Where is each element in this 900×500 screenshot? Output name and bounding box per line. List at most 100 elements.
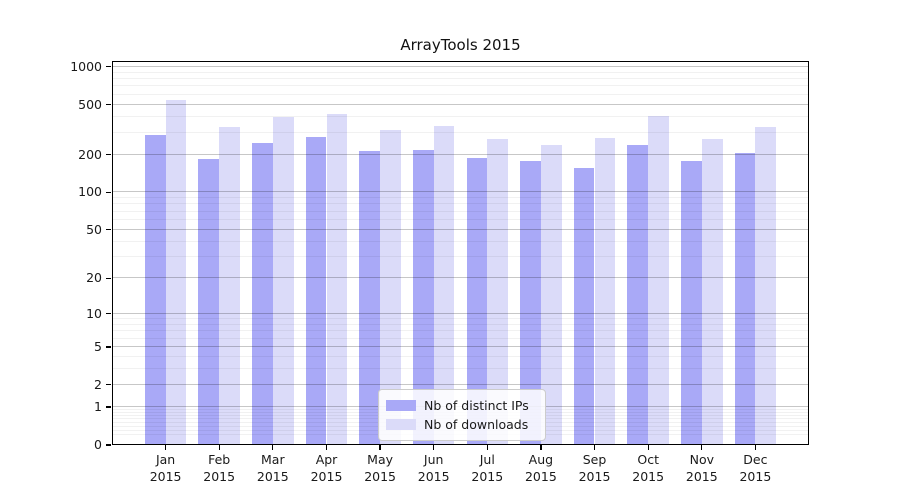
legend-swatch-distinct-ips — [386, 400, 416, 411]
bar-distinct-ips — [144, 135, 166, 445]
x-tick-mark — [272, 445, 274, 450]
bar-downloads — [594, 137, 616, 445]
x-tick-year: 2015 — [364, 469, 396, 484]
y-axis-tick-label: 200 — [78, 146, 102, 162]
bar-distinct-ips — [573, 167, 595, 445]
bar-distinct-ips — [198, 159, 220, 445]
bar-downloads — [272, 116, 294, 445]
y-axis-tick-label: 0 — [94, 437, 102, 452]
gridline-minor — [112, 131, 809, 133]
x-tick-month: Dec — [743, 452, 768, 467]
bar-downloads — [648, 116, 669, 445]
y-tick-mark — [106, 444, 111, 446]
bar-distinct-ips — [252, 142, 273, 445]
bar-downloads — [540, 145, 562, 445]
y-tick-mark — [106, 229, 111, 231]
x-tick-mark — [164, 445, 167, 450]
x-tick-month: Aug — [528, 452, 554, 467]
legend-label: Nb of distinct IPs — [424, 398, 529, 413]
x-tick-mark — [701, 445, 703, 450]
bar-downloads — [487, 139, 509, 445]
x-tick-month: Sep — [582, 452, 607, 467]
x-tick-year: 2015 — [524, 469, 557, 484]
y-tick-mark — [106, 153, 111, 156]
x-axis-tick-label: Jul 2015 — [457, 451, 517, 485]
x-tick-year: 2015 — [417, 469, 450, 484]
y-tick-mark — [106, 406, 111, 408]
bar-distinct-ips — [359, 150, 381, 445]
x-axis-tick-label: Mar 2015 — [243, 451, 303, 485]
x-axis-tick-label: Oct 2015 — [618, 451, 678, 485]
bar-downloads — [219, 127, 240, 445]
y-tick-mark — [106, 191, 111, 193]
x-tick-month: Nov — [689, 452, 714, 467]
legend-item: Nb of distinct IPs — [386, 396, 537, 415]
x-tick-month: Jan — [155, 452, 176, 467]
y-axis-tick-label: 2 — [94, 376, 102, 392]
x-axis-tick-label: Aug 2015 — [511, 451, 571, 485]
x-tick-year: 2015 — [685, 469, 718, 484]
x-tick-mark — [486, 445, 488, 450]
gridline-minor — [112, 71, 809, 73]
y-axis-tick-label: 1000 — [70, 58, 102, 74]
bar-distinct-ips — [520, 161, 541, 445]
x-tick-year: 2015 — [632, 469, 665, 484]
x-tick-year: 2015 — [310, 469, 343, 484]
bar-downloads — [165, 100, 187, 445]
gridline-minor — [112, 77, 809, 79]
x-tick-month: Jun — [423, 452, 444, 467]
chart-title: ArrayTools 2015 — [400, 36, 521, 54]
x-tick-mark — [754, 445, 757, 450]
y-tick-mark — [106, 384, 111, 386]
legend-item: Nb of downloads — [386, 415, 537, 434]
x-tick-year: 2015 — [203, 469, 236, 484]
x-tick-month: Feb — [208, 452, 231, 467]
legend: Nb of distinct IPs Nb of downloads — [378, 389, 546, 441]
x-tick-mark — [593, 445, 596, 450]
x-tick-year: 2015 — [739, 469, 772, 484]
x-tick-mark — [433, 445, 435, 450]
bar-downloads — [701, 138, 723, 445]
gridline-minor — [112, 93, 809, 95]
x-axis-tick-label: May 2015 — [350, 451, 410, 485]
y-tick-mark — [106, 66, 111, 68]
bar-distinct-ips — [305, 137, 327, 445]
bar-downloads — [433, 126, 455, 445]
y-axis-tick-label: 20 — [86, 270, 102, 286]
y-axis-tick-label: 1 — [94, 399, 102, 414]
bar-downloads — [380, 130, 401, 445]
legend-label: Nb of downloads — [424, 417, 529, 432]
gridline-major — [112, 65, 809, 67]
y-tick-mark — [106, 346, 111, 348]
gridline-minor — [112, 85, 809, 87]
x-tick-month: May — [367, 452, 394, 467]
x-tick-year: 2015 — [578, 469, 611, 484]
y-axis-tick-label: 10 — [86, 305, 102, 321]
x-tick-mark — [325, 445, 328, 450]
gridline-major — [112, 103, 809, 105]
legend-swatch-downloads — [386, 419, 416, 430]
bar-distinct-ips — [412, 149, 434, 445]
x-tick-mark — [540, 445, 542, 450]
x-axis-tick-label: Jun 2015 — [404, 451, 464, 485]
bar-distinct-ips — [681, 161, 702, 445]
y-axis-tick-label: 100 — [78, 184, 102, 200]
y-axis-tick-label: 50 — [86, 221, 102, 237]
bar-distinct-ips — [734, 153, 756, 445]
x-tick-year: 2015 — [471, 469, 504, 484]
y-tick-mark — [106, 103, 111, 106]
x-tick-year: 2015 — [149, 469, 182, 484]
x-axis-tick-label: Sep 2015 — [565, 451, 625, 485]
x-tick-month: Mar — [261, 452, 285, 467]
x-axis-tick-label: Jan 2015 — [136, 451, 196, 485]
bar-downloads — [326, 114, 348, 445]
x-tick-year: 2015 — [256, 469, 289, 484]
y-axis-tick-label: 5 — [94, 338, 102, 354]
x-tick-mark — [379, 445, 381, 450]
x-axis-tick-label: Apr 2015 — [297, 451, 357, 485]
x-tick-month: Apr — [315, 452, 338, 467]
bar-distinct-ips — [466, 158, 488, 445]
x-tick-month: Jul — [479, 452, 495, 467]
plot-area: Nb of distinct IPs Nb of downloads — [112, 61, 809, 445]
